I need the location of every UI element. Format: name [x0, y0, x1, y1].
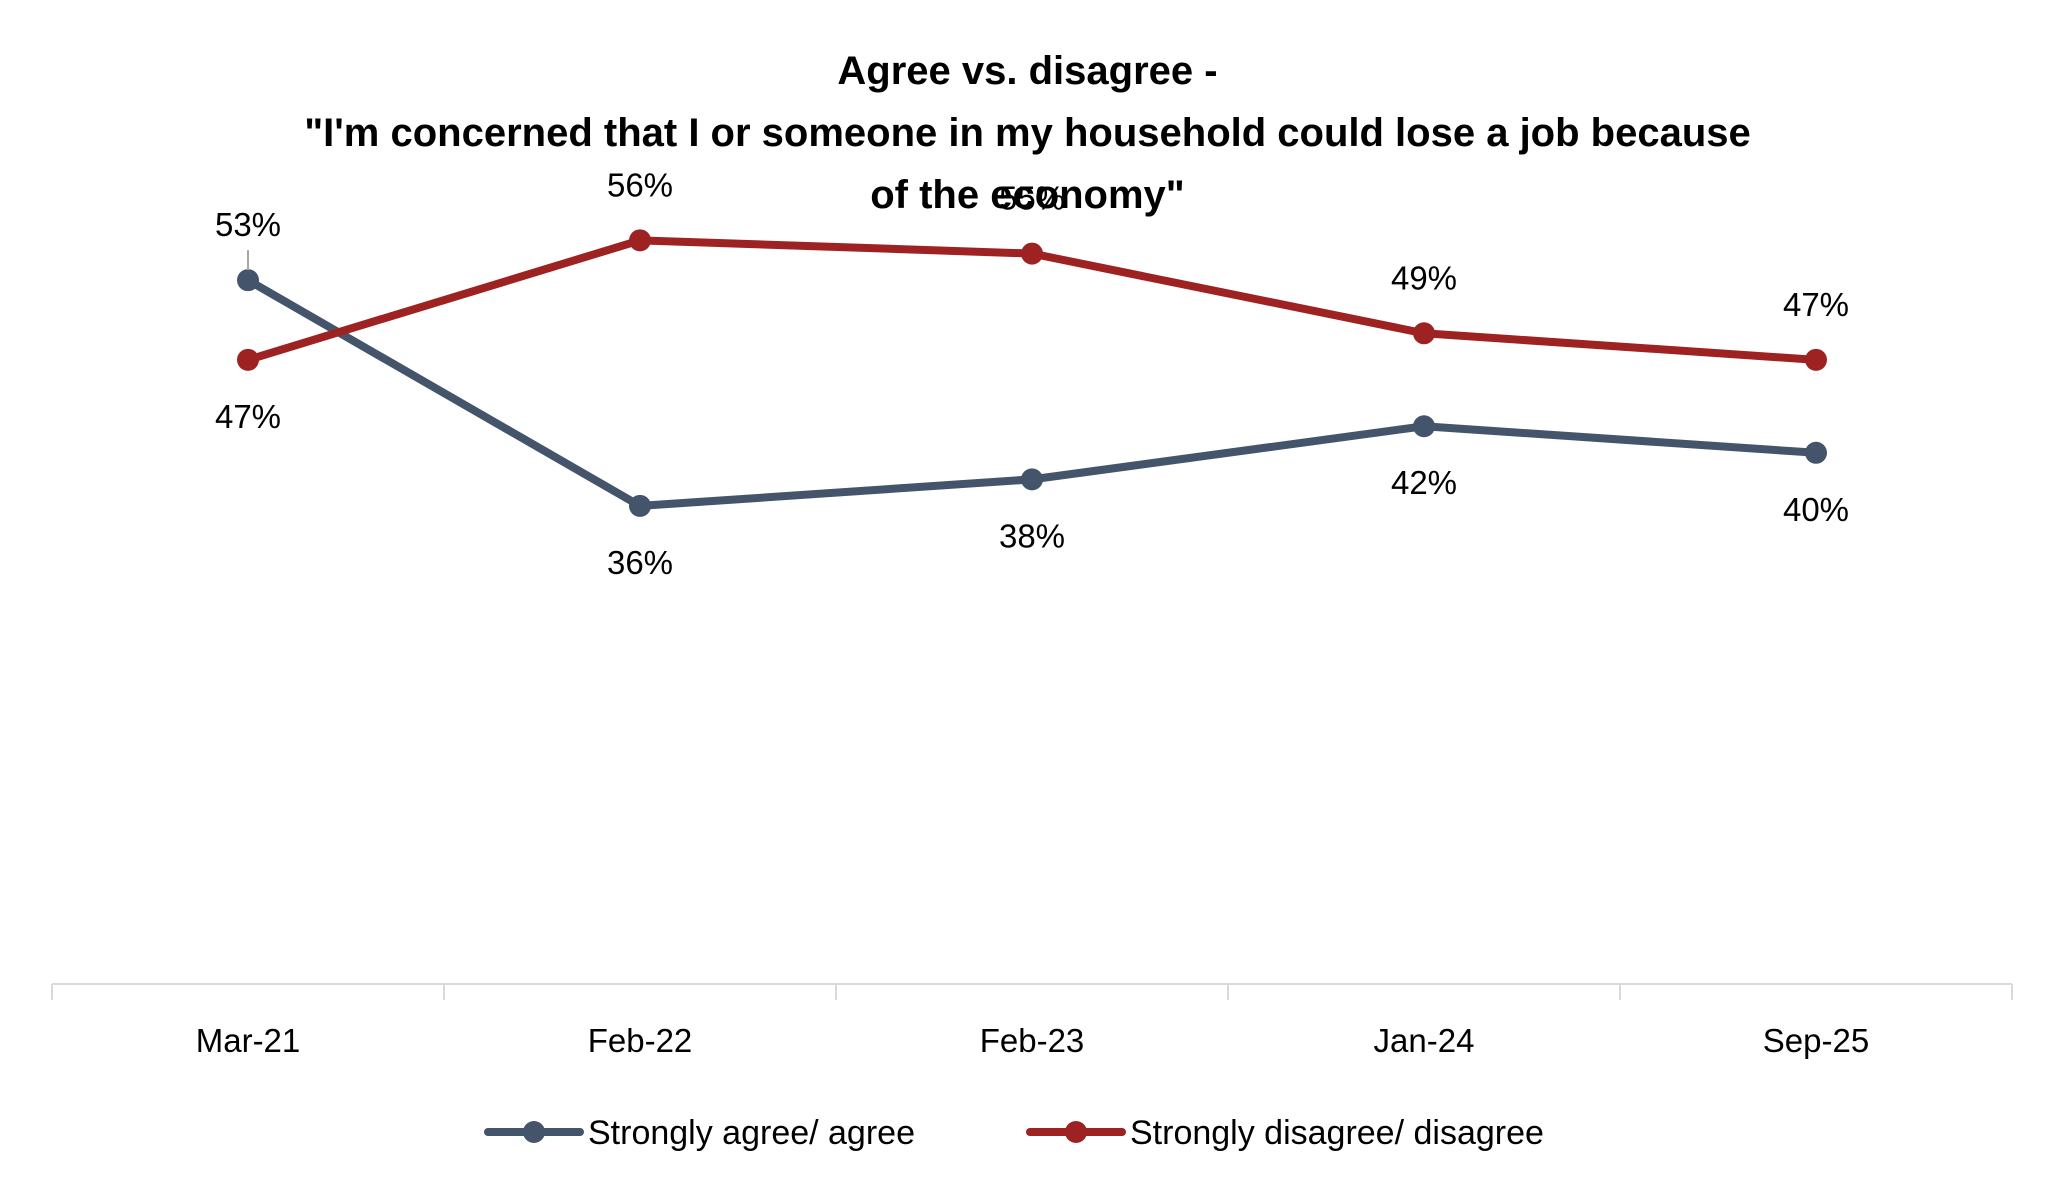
data-label: 47%	[215, 398, 281, 435]
legend-label: Strongly disagree/ disagree	[1130, 1114, 1544, 1152]
chart-title-line-2: "I'm concerned that I or someone in my h…	[304, 111, 1751, 155]
x-tick-label: Sep-25	[1763, 1022, 1869, 1059]
data-point	[1805, 441, 1827, 464]
legend-swatch-marker	[1065, 1121, 1087, 1143]
x-tick-label: Feb-23	[980, 1022, 1085, 1059]
x-axis-labels: Mar-21 Feb-22 Feb-23 Jan-24 Sep-25	[196, 1022, 1869, 1059]
chart-title-line-1: Agree vs. disagree -	[837, 49, 1218, 93]
data-label: 47%	[1783, 286, 1849, 323]
data-point	[1413, 415, 1435, 438]
data-point	[629, 229, 651, 252]
data-label: 40%	[1783, 491, 1849, 528]
data-label: 49%	[1391, 259, 1457, 296]
data-label: 55%	[999, 180, 1065, 217]
series-disagree	[237, 229, 1827, 371]
legend-item: Strongly agree/ agree	[484, 1114, 915, 1152]
x-tick-label: Mar-21	[196, 1022, 301, 1059]
data-point	[237, 348, 259, 371]
data-point	[629, 494, 651, 517]
chart-title: Agree vs. disagree - "I'm concerned that…	[0, 40, 2055, 226]
data-label: 56%	[607, 166, 673, 203]
legend-swatch-marker	[523, 1121, 545, 1143]
data-labels: 53% 36% 38% 42% 40% 47% 56% 55% 49% 47%	[215, 166, 1849, 581]
series-layer	[237, 229, 1827, 517]
data-point	[1021, 242, 1043, 265]
data-label: 42%	[1391, 464, 1457, 501]
data-point	[237, 269, 259, 292]
data-label: 53%	[215, 206, 281, 243]
series-agree	[237, 269, 1827, 517]
x-tick-label: Jan-24	[1374, 1022, 1475, 1059]
data-point	[1413, 322, 1435, 345]
legend: Strongly agree/ agree Strongly disagree/ …	[484, 1114, 1544, 1152]
chart-title-line-3: of the economy"	[870, 173, 1185, 217]
data-label: 38%	[999, 517, 1065, 554]
legend-label: Strongly agree/ agree	[588, 1114, 915, 1152]
data-point	[1805, 348, 1827, 371]
legend-item: Strongly disagree/ disagree	[1026, 1114, 1544, 1152]
x-tick-label: Feb-22	[588, 1022, 693, 1059]
x-axis-ticks	[51, 984, 2013, 1000]
data-point	[1021, 468, 1043, 491]
data-label: 36%	[607, 544, 673, 581]
